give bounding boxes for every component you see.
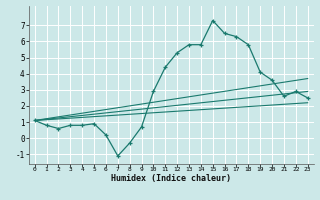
X-axis label: Humidex (Indice chaleur): Humidex (Indice chaleur) xyxy=(111,174,231,183)
